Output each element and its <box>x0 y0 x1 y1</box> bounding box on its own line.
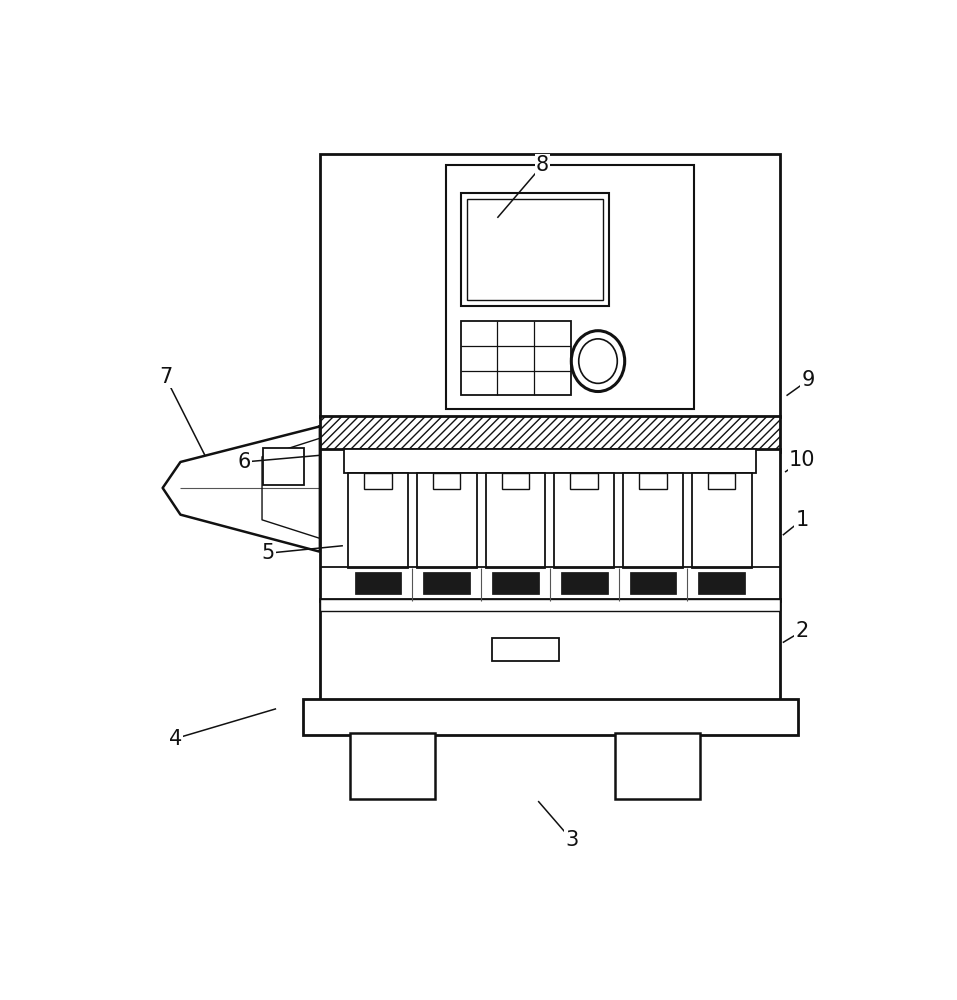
Text: 6: 6 <box>237 452 251 472</box>
Bar <box>756 449 780 601</box>
Bar <box>365 473 391 489</box>
Bar <box>692 473 751 568</box>
Bar <box>320 599 780 611</box>
Bar <box>623 473 682 568</box>
Text: 2: 2 <box>795 621 809 641</box>
Bar <box>320 599 780 702</box>
Bar <box>485 473 545 568</box>
Bar <box>320 685 780 702</box>
Bar <box>417 473 477 568</box>
Bar <box>315 699 787 735</box>
Bar <box>467 199 603 300</box>
Bar <box>348 473 408 568</box>
Bar <box>344 449 756 473</box>
Bar <box>492 572 539 594</box>
Bar <box>320 416 780 452</box>
Text: 1: 1 <box>795 510 809 530</box>
Bar <box>320 154 780 417</box>
Bar <box>699 572 745 594</box>
Bar <box>756 599 780 702</box>
Bar <box>320 599 344 702</box>
Bar <box>433 473 460 489</box>
Bar <box>630 572 677 594</box>
Text: 4: 4 <box>168 729 182 749</box>
Bar <box>320 449 344 601</box>
Bar <box>492 638 559 661</box>
Bar <box>349 733 434 799</box>
Ellipse shape <box>579 339 617 383</box>
Polygon shape <box>163 426 320 552</box>
Bar <box>461 193 610 306</box>
Text: 3: 3 <box>566 830 579 850</box>
Bar <box>561 572 608 594</box>
Bar <box>554 473 614 568</box>
Text: 7: 7 <box>159 367 172 387</box>
Bar <box>615 733 701 799</box>
Bar <box>639 473 667 489</box>
Bar <box>501 473 529 489</box>
Bar <box>708 473 735 489</box>
Bar <box>320 449 780 601</box>
Bar <box>302 699 798 735</box>
Text: 5: 5 <box>261 543 275 563</box>
Bar <box>461 321 570 395</box>
Bar <box>423 572 470 594</box>
Text: 8: 8 <box>536 155 549 175</box>
Ellipse shape <box>571 331 625 392</box>
Bar <box>570 473 598 489</box>
Bar <box>263 448 303 485</box>
Text: 9: 9 <box>801 370 814 390</box>
Text: 10: 10 <box>789 450 815 470</box>
Bar <box>446 165 695 409</box>
Bar <box>355 572 401 594</box>
